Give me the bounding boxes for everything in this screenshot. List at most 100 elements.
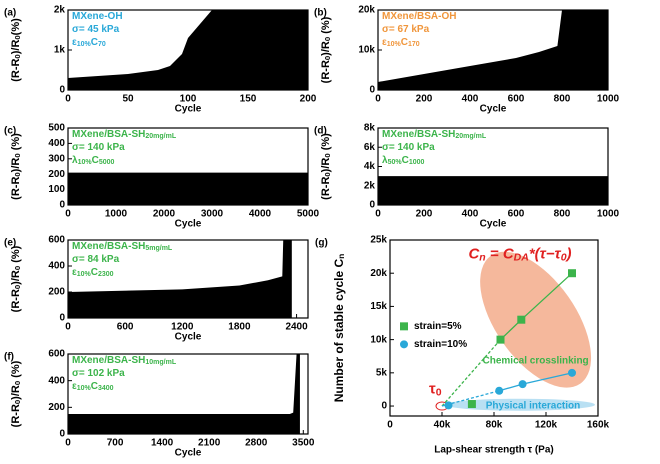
subscript: 20mg/mL — [145, 133, 176, 140]
text-part: MXene/BSA-SH — [72, 241, 145, 252]
text-part: ε — [72, 267, 77, 278]
subscript: 50% — [388, 159, 403, 166]
text-part: σ= 140 kPa — [72, 142, 125, 153]
annotation: σ= 84 kPa — [72, 254, 120, 265]
annotation: λ50%C1000 — [382, 155, 424, 166]
annotation: σ= 67 kPa — [382, 24, 430, 35]
x-axis-label: Cycle — [480, 219, 507, 230]
subscript: 0 — [436, 386, 442, 398]
text-part: *(τ−τ — [529, 246, 562, 263]
signal-area — [68, 10, 308, 90]
y-tick-label: 400 — [48, 375, 65, 386]
marker — [568, 269, 576, 278]
text-part: ε — [72, 37, 77, 48]
x-tick-label: 1400 — [151, 438, 174, 449]
y-tick-label: 2k — [54, 5, 66, 16]
y-tick-label: 0 — [369, 200, 375, 211]
x-tick-label: 2400 — [285, 322, 308, 333]
y-tick-label: 0 — [381, 401, 387, 412]
text-part: MXene-OH — [72, 11, 123, 22]
plot-frame — [67, 353, 309, 435]
y-tick-label: 300 — [48, 153, 65, 164]
panel-label: (a) — [4, 8, 16, 19]
x-tick-label: 800 — [554, 209, 571, 220]
x-tick-label: 3000 — [201, 209, 224, 220]
subscript: DA — [514, 251, 529, 263]
y-tick-label: 1k — [54, 45, 66, 56]
x-tick-label: 2800 — [245, 438, 268, 449]
text-part: )/R — [320, 41, 332, 56]
y-axis-label: (R-R0)/R0 (%) — [10, 245, 22, 312]
legend-marker — [400, 340, 408, 349]
panel-label: (b) — [314, 8, 327, 19]
subscript: 170 — [408, 41, 420, 48]
subscript: 0 — [13, 153, 22, 157]
subscript: n — [336, 254, 346, 259]
x-axis-label: Cycle — [175, 104, 202, 115]
y-tick-label: 8k — [364, 123, 376, 134]
annotation: σ= 102 kPa — [72, 368, 125, 379]
text-part: = C — [486, 246, 515, 263]
x-tick-label: 1800 — [228, 322, 251, 333]
y-tick-label: 25k — [370, 235, 387, 246]
y-tick-label: 0 — [59, 429, 65, 440]
region-label: Chemical crosslinking — [483, 356, 589, 367]
x-axis-label: Cycle — [175, 219, 202, 230]
annotation: σ= 45 kPa — [72, 24, 120, 35]
annotation: σ= 140 kPa — [382, 142, 435, 153]
marker — [444, 401, 453, 410]
text-part: C — [91, 267, 98, 278]
annotation: MXene/BSA-SH10mg/mL — [72, 355, 177, 366]
subscript: 2300 — [98, 271, 114, 278]
y-tick-label: 0 — [59, 85, 65, 96]
x-tick-label: 40k — [434, 420, 451, 431]
y-tick-label: 20k — [358, 5, 375, 16]
subscript: 5000 — [99, 159, 115, 166]
y-tick-label: 100 — [48, 184, 65, 195]
text-part: σ= 67 kPa — [382, 24, 430, 35]
text-part: (R-R — [320, 177, 332, 200]
annotation: MXene/BSA-OH — [382, 11, 456, 22]
x-axis-label: Cycle — [175, 332, 202, 343]
panel-label: (c) — [4, 126, 16, 137]
region — [480, 251, 592, 388]
tau-label: τ0 — [429, 380, 442, 398]
y-axis-label: (R-R0)/R0 (%) — [10, 133, 22, 200]
annotation: ε10%C2300 — [72, 267, 114, 278]
subscript: 0 — [13, 400, 22, 404]
x-axis-label: Cycle — [480, 104, 507, 115]
x-tick-label: 120k — [535, 420, 558, 431]
x-axis-label: Lap-shear strength τ (Pa) — [434, 445, 553, 456]
annotation: σ= 140 kPa — [72, 142, 125, 153]
legend-label: strain=5% — [414, 321, 462, 332]
subscript: 0 — [13, 285, 22, 289]
subscript: 0 — [13, 266, 22, 270]
x-tick-label: 600 — [508, 94, 525, 105]
x-tick-label: 0 — [65, 322, 71, 333]
y-tick-label: 2k — [364, 180, 376, 191]
subscript: 10% — [78, 159, 93, 166]
x-tick-label: 0 — [375, 94, 381, 105]
x-tick-label: 1200 — [171, 322, 194, 333]
text-part: ε — [382, 37, 387, 48]
x-tick-label: 80k — [486, 420, 503, 431]
x-tick-label: 4000 — [249, 209, 272, 220]
text-part: (%) — [10, 133, 22, 154]
y-tick-label: 600 — [48, 349, 65, 360]
y-axis-label: Number of stable cycle Cn — [332, 254, 346, 403]
text-part: C — [401, 37, 408, 48]
y-tick-label: 6k — [364, 142, 376, 153]
subscript: 3400 — [98, 385, 114, 392]
y-axis-label: (R-R0)/R0 (%) — [10, 360, 22, 427]
marker — [495, 386, 504, 395]
subscript: 70 — [98, 41, 106, 48]
annotation: ε10%C3400 — [72, 381, 114, 392]
text-part: σ= 45 kPa — [72, 24, 120, 35]
text-part: MXene/BSA-SH — [72, 355, 145, 366]
text-part: MXene/BSA-SH — [382, 129, 455, 140]
y-tick-label: 15k — [370, 301, 387, 312]
x-tick-label: 400 — [462, 209, 479, 220]
y-tick-label: 10k — [370, 334, 387, 345]
formula: Cn = CDA*(τ−τ0) — [468, 246, 571, 264]
subscript: 20mg/mL — [455, 133, 486, 140]
